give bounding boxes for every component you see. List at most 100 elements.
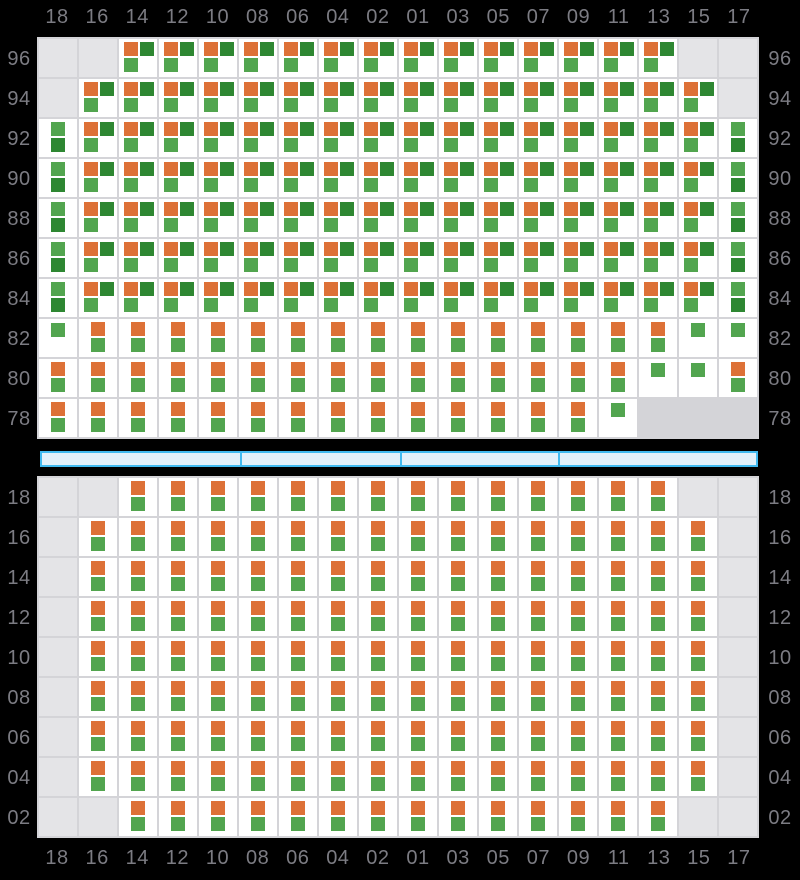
seat-cell[interactable] [199,39,237,77]
seat-cell[interactable] [479,798,517,836]
seat-cell[interactable] [559,718,597,756]
seat-cell[interactable] [399,159,437,197]
seat-cell[interactable] [679,359,717,397]
seat-cell[interactable] [679,319,717,357]
seat-cell[interactable] [519,119,557,157]
seat-cell[interactable] [319,319,357,357]
seat-cell[interactable] [239,558,277,596]
seat-cell[interactable] [239,279,277,317]
seat-cell[interactable] [319,279,357,317]
seat-cell[interactable] [639,558,677,596]
seat-cell[interactable] [199,279,237,317]
seat-cell[interactable] [119,558,157,596]
seat-cell[interactable] [79,399,117,437]
seat-cell[interactable] [79,279,117,317]
seat-cell[interactable] [439,718,477,756]
seat-cell[interactable] [279,279,317,317]
seat-cell[interactable] [679,79,717,117]
seat-cell[interactable] [159,798,197,836]
seat-cell[interactable] [399,119,437,157]
seat-cell[interactable] [199,478,237,516]
seat-cell[interactable] [559,319,597,357]
seat-cell[interactable] [559,39,597,77]
seat-cell[interactable] [439,478,477,516]
seat-cell[interactable] [479,718,517,756]
seat-cell[interactable] [559,798,597,836]
seat-cell[interactable] [279,39,317,77]
seat-cell[interactable] [599,79,637,117]
seat-cell[interactable] [359,798,397,836]
seat-cell[interactable] [79,758,117,796]
seat-cell[interactable] [319,798,357,836]
seat-cell[interactable] [719,239,757,277]
seat-cell[interactable] [159,159,197,197]
seat-cell[interactable] [599,758,637,796]
seat-cell[interactable] [679,279,717,317]
seat-cell[interactable] [359,518,397,556]
seat-cell[interactable] [599,279,637,317]
seat-cell[interactable] [119,718,157,756]
seat-cell[interactable] [359,279,397,317]
seat-cell[interactable] [479,79,517,117]
seat-cell[interactable] [679,518,717,556]
seat-cell[interactable] [119,199,157,237]
seat-cell[interactable] [239,39,277,77]
seat-cell[interactable] [479,359,517,397]
seat-cell[interactable] [279,239,317,277]
seat-cell[interactable] [479,478,517,516]
seat-cell[interactable] [159,239,197,277]
seat-cell[interactable] [399,319,437,357]
seat-cell[interactable] [639,758,677,796]
seat-cell[interactable] [559,558,597,596]
seat-cell[interactable] [119,399,157,437]
seat-cell[interactable] [39,119,77,157]
seat-cell[interactable] [199,199,237,237]
seat-cell[interactable] [159,39,197,77]
seat-cell[interactable] [599,518,637,556]
seat-cell[interactable] [279,399,317,437]
seat-cell[interactable] [239,319,277,357]
seat-cell[interactable] [199,558,237,596]
seat-cell[interactable] [479,638,517,676]
seat-cell[interactable] [279,798,317,836]
seat-cell[interactable] [479,199,517,237]
seat-cell[interactable] [439,39,477,77]
seat-cell[interactable] [559,399,597,437]
seat-cell[interactable] [159,638,197,676]
seat-cell[interactable] [479,239,517,277]
seat-cell[interactable] [199,79,237,117]
seat-cell[interactable] [519,518,557,556]
seat-cell[interactable] [159,558,197,596]
seat-cell[interactable] [519,758,557,796]
seat-cell[interactable] [239,199,277,237]
seat-cell[interactable] [279,199,317,237]
seat-cell[interactable] [79,119,117,157]
seat-cell[interactable] [359,558,397,596]
seat-cell[interactable] [199,239,237,277]
seat-cell[interactable] [79,598,117,636]
seat-cell[interactable] [319,638,357,676]
seat-cell[interactable] [559,239,597,277]
seat-cell[interactable] [639,359,677,397]
seat-cell[interactable] [679,598,717,636]
seat-cell[interactable] [39,199,77,237]
seat-cell[interactable] [239,239,277,277]
seat-cell[interactable] [639,798,677,836]
seat-cell[interactable] [559,478,597,516]
seat-cell[interactable] [399,478,437,516]
seat-cell[interactable] [119,239,157,277]
seat-cell[interactable] [479,678,517,716]
seat-cell[interactable] [279,598,317,636]
seat-cell[interactable] [559,199,597,237]
seat-cell[interactable] [399,718,437,756]
seat-cell[interactable] [439,79,477,117]
seat-cell[interactable] [119,758,157,796]
seat-cell[interactable] [39,159,77,197]
seat-cell[interactable] [679,718,717,756]
seat-cell[interactable] [639,518,677,556]
seat-cell[interactable] [159,199,197,237]
seat-cell[interactable] [319,199,357,237]
seat-cell[interactable] [319,478,357,516]
seat-cell[interactable] [199,598,237,636]
seat-cell[interactable] [439,319,477,357]
